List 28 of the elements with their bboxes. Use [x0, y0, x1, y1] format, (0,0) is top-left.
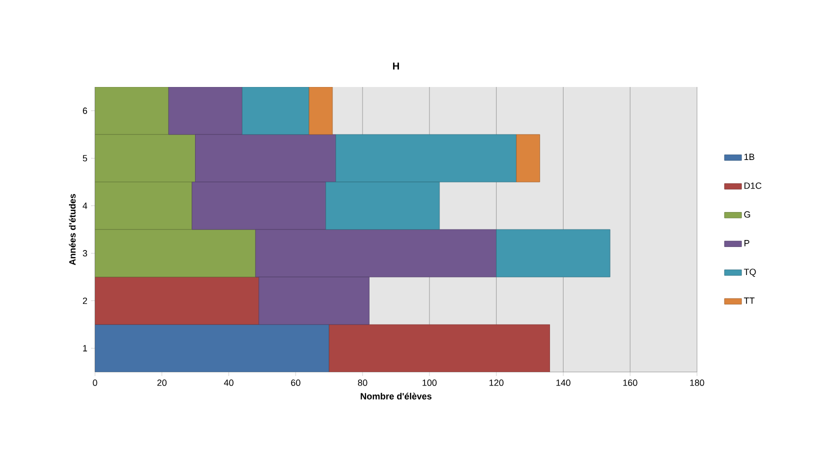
x-tick-label: 140 [556, 380, 570, 386]
y-tick-label: 2 [82, 298, 88, 304]
y-tick-label: 6 [82, 108, 88, 114]
x-tick-label: 180 [690, 380, 704, 386]
bar [496, 229, 610, 278]
legend-label: P [744, 240, 750, 246]
x-axis-title: Nombre d'élèves [360, 392, 432, 400]
x-tick-label: 100 [422, 380, 437, 386]
y-tick-label: 1 [83, 345, 88, 352]
x-tick-label: 60 [291, 380, 300, 386]
x-tick-label: 120 [490, 380, 504, 386]
x-tick-label: 160 [623, 380, 638, 386]
bar [328, 324, 550, 372]
x-tick-label: 0 [92, 380, 98, 386]
y-tick-label: 5 [82, 155, 88, 162]
x-tick-label: 20 [157, 380, 167, 386]
y-axis-title: Années d'études [68, 194, 76, 266]
legend-label: TT [744, 298, 755, 304]
legend-label: TQ [744, 268, 756, 277]
chart-title: H [393, 62, 399, 70]
bar [516, 134, 540, 182]
y-tick-label: 3 [82, 250, 88, 256]
x-tick-label: 40 [224, 380, 234, 386]
y-tick-label: 4 [82, 202, 88, 209]
legend-label: 1B [744, 154, 754, 160]
legend-label: D1C [744, 182, 762, 189]
legend-label: G [744, 211, 750, 218]
x-tick-label: 80 [358, 380, 368, 386]
